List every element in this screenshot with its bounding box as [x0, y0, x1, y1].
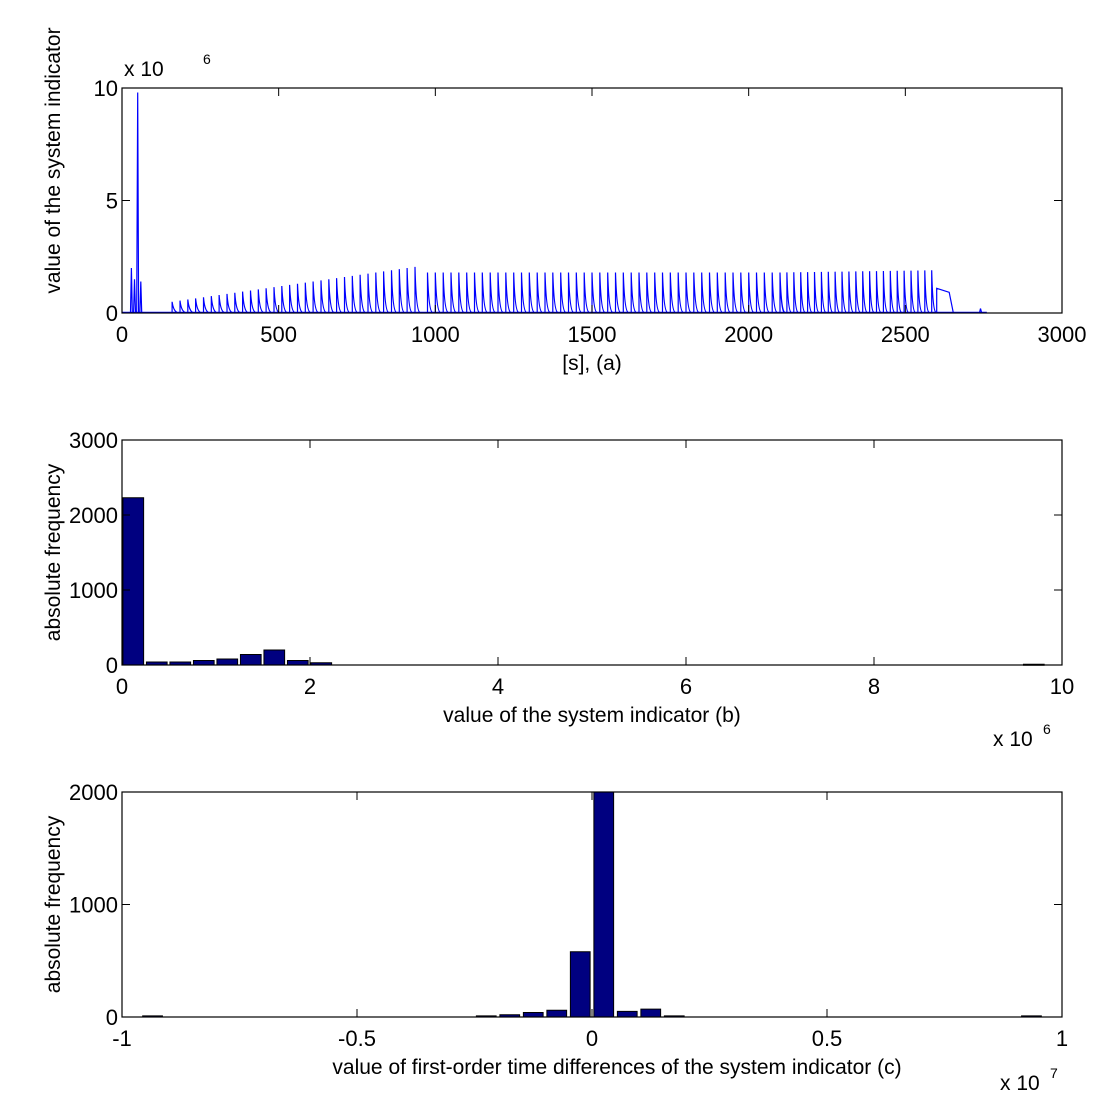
x-tick-label: 4	[492, 674, 504, 699]
y-tick-label: 1000	[69, 893, 118, 918]
x-tick-label: 1500	[568, 322, 617, 347]
bar	[239, 654, 262, 666]
x-tick-label: 10	[1050, 674, 1074, 699]
y-axis-label: absolute frequency	[42, 463, 65, 641]
series-line	[122, 92, 987, 313]
y-axis-label: value of the system indicator	[42, 27, 65, 293]
x-tick-label: 2000	[724, 322, 773, 347]
x-tick-label: 3000	[1038, 322, 1087, 347]
x-tick-label: 0.5	[812, 1026, 843, 1051]
chart-a: 0 500 1000 1500 2000 2500 3000 0 5 10 [s], (a) valu…	[42, 27, 1086, 375]
y-tick-label: 5	[106, 189, 118, 214]
x-axis-label: value of the system indicator (b)	[443, 704, 741, 727]
bar	[286, 660, 309, 666]
plot-background	[122, 440, 1062, 665]
x-tick-label: -1	[112, 1026, 132, 1051]
y-tick-label: 0	[106, 653, 118, 678]
x-tick-label: 8	[868, 674, 880, 699]
x-axis-label: value of first-order time differences of…	[332, 1056, 901, 1079]
x-multiplier-exponent: 7	[1050, 1065, 1058, 1081]
y-tick-label: 0	[106, 1005, 118, 1030]
x-tick-label: 1000	[411, 322, 460, 347]
bar	[522, 1012, 544, 1018]
y-tick-label: 3000	[69, 428, 118, 453]
y-multiplier-exponent: 6	[203, 51, 211, 67]
bar	[640, 1008, 662, 1018]
bar	[616, 1010, 638, 1018]
x-multiplier-base: x 10	[993, 728, 1033, 751]
y-tick-label: 1000	[69, 578, 118, 603]
x-tick-label: 0	[116, 674, 128, 699]
bar	[122, 497, 145, 666]
plot-background	[122, 792, 1062, 1017]
x-tick-label: 1	[1056, 1026, 1068, 1051]
chart-c: -1 -0.5 0 0.5 1 0 1000 2000 value of first-order…	[42, 780, 1068, 1095]
x-tick-label: 0	[586, 1026, 598, 1051]
x-tick-label: 500	[260, 322, 297, 347]
plot-frame	[121, 439, 1063, 666]
x-tick-label: 0	[116, 322, 128, 347]
y-multiplier-base: x 10	[124, 58, 164, 81]
bar	[569, 951, 591, 1018]
x-tick-label: 6	[680, 674, 692, 699]
x-tick-label: -0.5	[338, 1026, 376, 1051]
chart-b: 0 2 4 6 8 10 0 1000 2000 3000 value of the system …	[42, 428, 1074, 751]
bar	[593, 791, 615, 1018]
bar	[192, 660, 215, 666]
x-tick-label: 2500	[881, 322, 930, 347]
y-tick-label: 2000	[69, 503, 118, 528]
y-tick-label: 2000	[69, 780, 118, 805]
x-tick-label: 2	[304, 674, 316, 699]
bar	[216, 658, 239, 666]
y-tick-label: 10	[94, 76, 118, 101]
x-multiplier-exponent: 6	[1043, 721, 1051, 737]
x-multiplier-base: x 10	[1000, 1072, 1040, 1095]
y-axis-label: absolute frequency	[42, 815, 65, 993]
x-axis-label: [s], (a)	[562, 352, 622, 375]
bar	[263, 649, 286, 666]
bar	[546, 1009, 568, 1018]
y-tick-label: 0	[106, 301, 118, 326]
